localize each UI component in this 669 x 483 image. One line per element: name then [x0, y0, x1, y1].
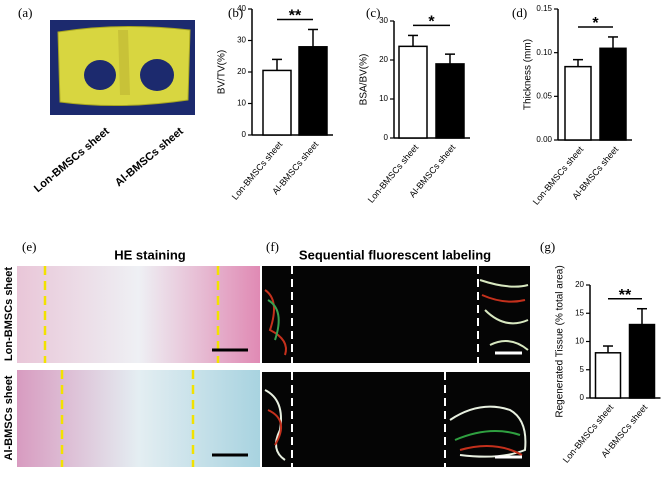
significance-label: ** [289, 8, 302, 25]
y-tick-label: 10 [379, 94, 388, 103]
y-tick-label: 10 [237, 99, 246, 108]
sample-label: Lon-BMSCs sheet [32, 125, 112, 195]
bar [398, 45, 428, 139]
y-tick-label: 20 [575, 280, 584, 289]
row-label: Lon-BMSCs sheet [3, 267, 15, 361]
significance-label: ** [619, 287, 632, 304]
bar [599, 47, 627, 141]
y-tick-label: 40 [237, 4, 246, 13]
scale-bars [495, 351, 522, 459]
y-tick-label: 0.05 [536, 91, 552, 100]
scale-bars [212, 348, 248, 457]
y-axis-label: BSA/BV(%) [359, 54, 370, 106]
sample-label: Al-BMSCs sheet [113, 125, 186, 189]
y-tick-label: 15 [575, 308, 584, 317]
fluorescent-image [262, 372, 530, 467]
defect-margins [43, 266, 220, 467]
bar [594, 352, 622, 399]
bar [628, 323, 656, 399]
y-tick-label: 0 [384, 133, 389, 142]
y-axis-label: Regenerated Tissue (% total area) [555, 265, 566, 417]
y-axis-label: BV/TV(%) [217, 50, 228, 94]
panel-label: (a) [18, 5, 32, 20]
y-tick-label: 30 [237, 36, 246, 45]
panel-label: (f) [266, 239, 279, 254]
bar [298, 46, 328, 136]
panel-label: (g) [540, 239, 555, 254]
he-image [17, 266, 260, 363]
bar [262, 69, 292, 136]
he-image [17, 370, 260, 467]
y-tick-label: 20 [237, 67, 246, 76]
significance-label: * [592, 15, 599, 32]
defect-margins [291, 266, 479, 467]
significance-label: * [428, 14, 435, 31]
micro-ct-image [50, 20, 195, 115]
panel-label: (d) [512, 5, 527, 20]
y-tick-label: 0.15 [536, 4, 552, 13]
y-tick-label: 20 [379, 55, 388, 64]
panel-title: Sequential fluorescent labeling [299, 247, 491, 262]
y-tick-label: 30 [379, 16, 388, 25]
y-tick-label: 0.00 [536, 135, 552, 144]
y-tick-label: 10 [575, 337, 584, 346]
y-tick-label: 0.10 [536, 48, 552, 57]
y-tick-label: 0 [242, 130, 247, 139]
panel-label: (c) [366, 5, 380, 20]
y-axis-label: Thickness (mm) [523, 39, 534, 110]
bar [435, 63, 465, 139]
panel-label: (b) [228, 5, 243, 20]
row-label: Al-BMSCs sheet [3, 375, 15, 460]
panel-title: HE staining [114, 247, 186, 262]
panel-label: (e) [22, 239, 36, 254]
y-tick-label: 0 [580, 393, 585, 402]
bar [564, 65, 592, 141]
bone-labeling [264, 279, 529, 461]
y-tick-label: 5 [580, 365, 585, 374]
